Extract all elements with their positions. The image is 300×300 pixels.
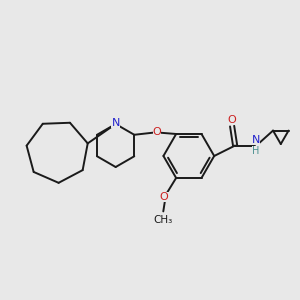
Text: CH₃: CH₃ [154, 215, 173, 225]
Text: O: O [228, 115, 236, 124]
Text: N: N [112, 118, 120, 128]
Text: N: N [252, 135, 260, 145]
Text: O: O [160, 192, 169, 202]
Text: H: H [252, 146, 260, 156]
Text: O: O [153, 127, 161, 137]
